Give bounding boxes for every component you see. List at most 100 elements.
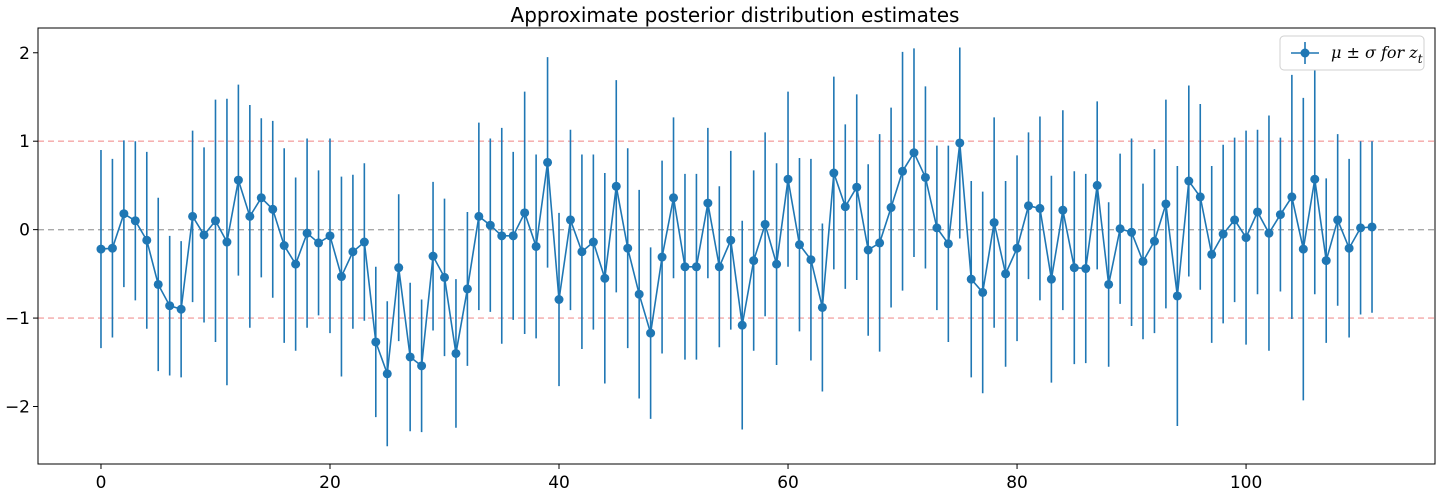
data-point [199,230,209,240]
data-point [1012,243,1022,253]
data-point [829,168,839,178]
data-point [794,240,804,250]
data-point [107,243,117,253]
data-point [1172,291,1182,301]
data-point [726,235,736,245]
data-point [840,202,850,212]
data-point [646,328,656,338]
data-point [703,198,713,208]
data-point [1081,264,1091,274]
y-tick-label: 2 [19,44,30,64]
data-point [749,256,759,266]
x-tick-label: 20 [319,473,341,492]
data-point [1230,215,1240,225]
data-point [394,263,404,273]
data-point [1218,229,1228,239]
data-point [886,203,896,213]
data-point [737,320,747,330]
data-point [1104,279,1114,289]
data-point [565,215,575,225]
data-point [1275,210,1285,220]
data-point [1046,274,1056,284]
data-point [291,259,301,269]
data-point [359,237,369,247]
data-point [405,352,415,362]
data-point [1127,227,1137,237]
data-point [691,262,701,272]
data-point [772,259,782,269]
data-point [302,228,312,238]
data-point [428,251,438,261]
data-point [1001,269,1011,279]
x-tick-label: 0 [96,473,107,492]
data-point [623,243,633,253]
data-point [955,138,965,148]
data-point [314,238,324,248]
data-point [1287,192,1297,202]
data-point [1092,180,1102,190]
data-point [634,289,644,299]
data-point [588,237,598,247]
data-point [1367,222,1377,232]
y-tick-label: −2 [5,398,30,418]
legend-marker-icon [1300,48,1310,58]
data-point [119,209,129,219]
x-tick-label: 40 [548,473,570,492]
data-point [1023,201,1033,211]
data-point [153,279,163,289]
data-point [474,211,484,221]
data-point [417,361,427,371]
data-point [1344,243,1354,253]
x-tick-label: 60 [777,473,799,492]
data-point [577,247,587,257]
data-point [462,284,472,294]
data-point [1069,263,1079,273]
data-point [680,262,690,272]
data-point [256,193,266,203]
data-point [966,274,976,284]
data-point [336,272,346,282]
data-point [485,220,495,230]
data-point [669,193,679,203]
data-point [714,262,724,272]
data-point [978,287,988,297]
data-point [1058,205,1068,215]
data-point [348,247,358,257]
data-point [554,295,564,305]
data-point [371,337,381,347]
series-line [100,142,1373,375]
data-point [279,241,289,251]
data-point [611,181,621,191]
data-point [176,304,186,314]
data-point [1241,233,1251,243]
plot-frame [37,27,1436,465]
data-point [1149,236,1159,246]
data-point [245,211,255,221]
data-points [96,138,1377,379]
data-point [932,223,942,233]
data-point [543,157,553,167]
data-point [943,239,953,249]
data-point [657,252,667,262]
legend-label-subscript: t [1418,52,1423,66]
data-point [165,301,175,311]
data-point [1356,223,1366,233]
data-point [451,348,461,358]
legend-label: μ ± σ for zt [1331,43,1423,66]
data-point [520,208,530,218]
data-point [1035,203,1045,213]
data-point [863,245,873,255]
data-point [1184,176,1194,186]
data-point [1333,215,1343,225]
data-point [188,211,198,221]
x-axis-ticks: 0 20 40 60 80 100 [96,464,1262,492]
data-point [989,218,999,228]
data-point [1321,256,1331,266]
x-tick-label: 100 [1230,473,1262,492]
data-point [440,272,450,282]
legend-box [1279,35,1425,71]
data-point [233,175,243,185]
data-point [142,235,152,245]
data-point [817,302,827,312]
